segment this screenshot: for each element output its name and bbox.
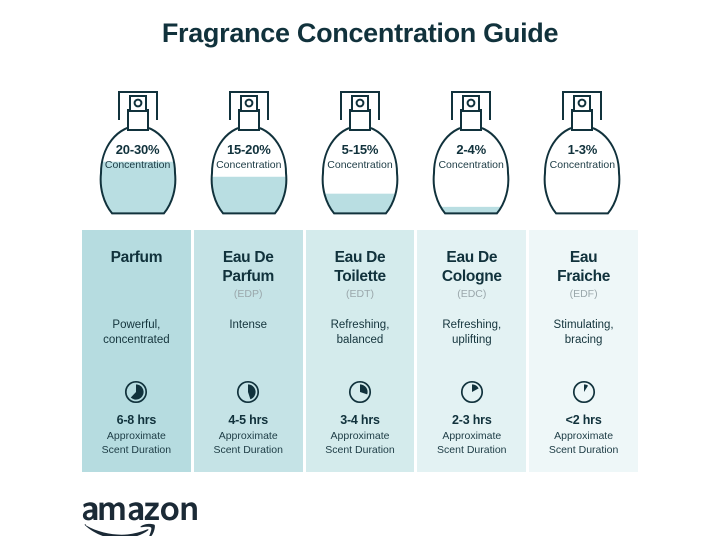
- page-title: Fragrance Concentration Guide: [161, 18, 559, 48]
- fragrance-card-1[interactable]: Parfum Powerful, concentrated 6-8 hrs Appro…: [82, 230, 191, 472]
- fragrance-card-2[interactable]: Eau De Parfum (EDP) Intense 4-5 hrs Approxim…: [193, 230, 303, 472]
- card-abbreviation: (EDP): [233, 288, 263, 300]
- clock-icon: [82, 380, 191, 404]
- card-abbreviation: (EDC): [457, 288, 487, 300]
- card-abbreviation: (EDF): [569, 288, 598, 300]
- fragrance-card-5[interactable]: Eau Fraiche (EDF) Stimulating, bracing <2 h…: [529, 230, 638, 472]
- card-title: Eau De Toilette: [334, 249, 386, 285]
- perfume-bottle-icon: 1-3% Concentration: [534, 88, 630, 223]
- fragrance-card-4[interactable]: Eau De Cologne (EDC) Refreshing, uplifting…: [417, 230, 527, 472]
- card-duration-value: 2-3 hrs: [451, 413, 492, 427]
- card-abbreviation: (EDT): [345, 288, 374, 300]
- card-duration-label: Approximate Scent Duration: [213, 430, 283, 456]
- perfume-bottle-icon: 20-30% Concentration: [90, 88, 186, 223]
- card-duration-value: 6-8 hrs: [116, 413, 157, 427]
- bottle-cell-1: 20-30% Concentration: [82, 88, 193, 223]
- card-duration-label: Approximate Scent Duration: [101, 430, 172, 456]
- card-title: Eau De Parfum: [222, 249, 274, 285]
- cards-row: Parfum Powerful, concentrated 6-8 hrs Appro…: [82, 230, 638, 472]
- card-description: Stimulating, bracing: [553, 319, 614, 346]
- card-title: Eau De Cologne: [441, 249, 502, 285]
- card-description: Intense: [229, 319, 268, 331]
- bottle-cell-2: 15-20% Concentration: [193, 88, 304, 223]
- bottle-cell-5: 1-3% Concentration: [527, 88, 638, 223]
- bottles-row: 20-30% Concentration 15-20% Concentration 5-…: [82, 88, 638, 223]
- card-duration-value: 4-5 hrs: [228, 413, 268, 427]
- card-title: Parfum: [110, 249, 163, 266]
- bottle-cell-4: 2-4% Concentration: [416, 88, 527, 223]
- clock-icon: [306, 380, 415, 404]
- card-description: Refreshing, uplifting: [442, 319, 502, 346]
- card-description: Powerful, concentrated: [103, 319, 170, 346]
- perfume-bottle-icon: 5-15% Concentration: [312, 88, 408, 223]
- card-duration-label: Approximate Scent Duration: [325, 430, 395, 456]
- bottle-cell-3: 5-15% Concentration: [304, 88, 415, 223]
- fragrance-card-3[interactable]: Eau De Toilette (EDT) Refreshing, balanced…: [305, 230, 415, 472]
- clock-icon: [417, 380, 526, 404]
- card-duration-label: Approximate Scent Duration: [548, 430, 619, 456]
- card-duration-value: <2 hrs: [565, 413, 602, 427]
- card-title: Eau Fraiche: [557, 249, 611, 285]
- card-duration-label: Approximate Scent Duration: [437, 430, 507, 456]
- clock-icon: [194, 380, 303, 404]
- card-description: Refreshing, balanced: [330, 319, 390, 346]
- perfume-bottle-icon: 15-20% Concentration: [201, 88, 297, 223]
- clock-icon: [529, 380, 638, 404]
- amazon-logo: [82, 492, 202, 539]
- perfume-bottle-icon: 2-4% Concentration: [423, 88, 519, 223]
- card-duration-value: 3-4 hrs: [340, 413, 380, 427]
